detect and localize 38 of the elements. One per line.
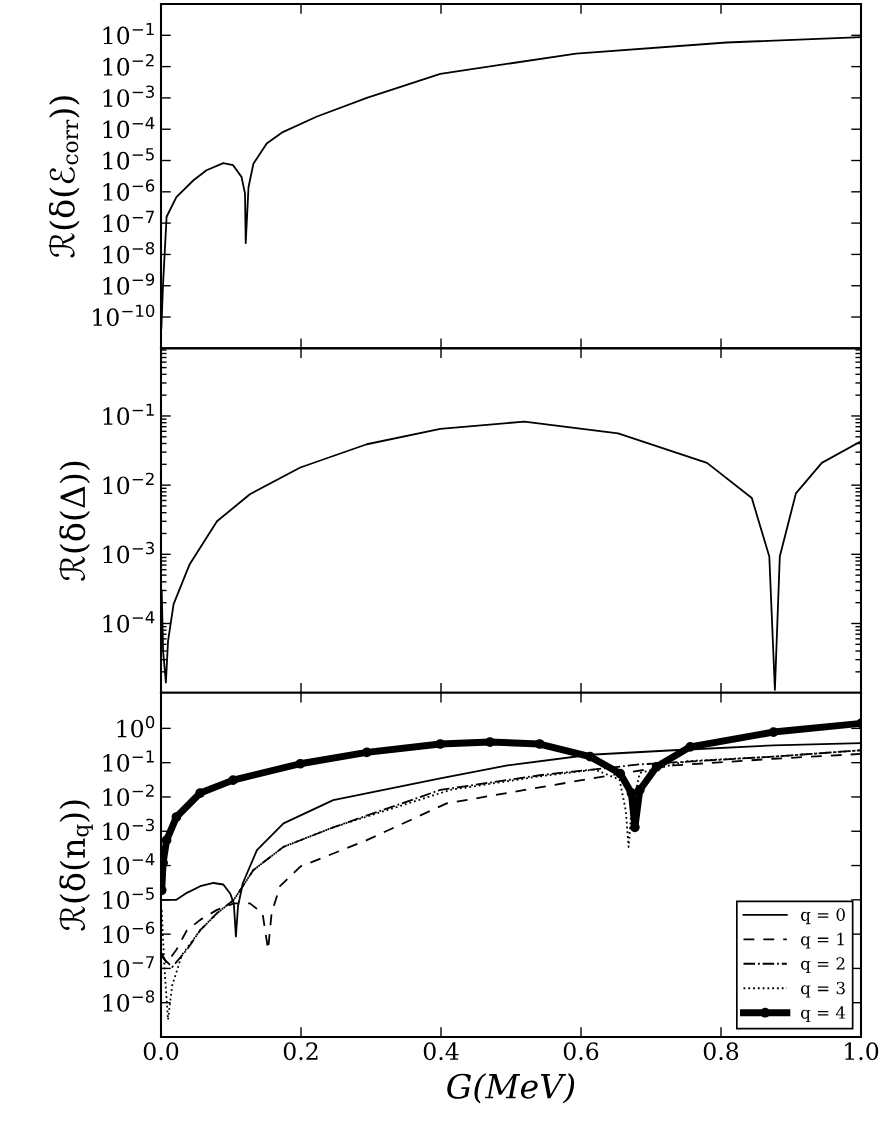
y-axis-title: ℛ(δ(Δ)): [59, 461, 91, 581]
x-tick-label: 0.0: [143, 1042, 179, 1061]
y-tick-label: 10$^{−9}$: [103, 273, 155, 295]
x-tick-label: 0.4: [423, 1042, 459, 1061]
y-tick-label: 10$^{−8}$: [103, 241, 155, 264]
y-tick-label: 10$^{−6}$: [103, 179, 155, 201]
y-tick-label: 10$^{−3}$: [103, 85, 154, 108]
y-tick-label: 10$^{−8}$: [103, 990, 155, 1012]
y-tick-label: 10$^{−5}$: [103, 148, 154, 170]
y-tick-label: 10$^{−3}$: [103, 818, 154, 841]
y-tick-label: 10$^{−5}$: [103, 887, 154, 909]
legend-label: q = 1: [801, 932, 844, 949]
y-tick-label: 10$^{−10}$: [93, 304, 155, 327]
legend-label: q = 0: [801, 908, 845, 925]
y-tick-label: 10$^{−2}$: [103, 472, 154, 495]
y-tick-label: 10$^{−2}$: [103, 54, 154, 76]
y-tick-label: 10$^{−1}$: [103, 750, 154, 772]
y-tick-label: 10$^{−4}$: [103, 116, 155, 139]
y-tick-label: 10$^{−1}$: [103, 23, 154, 45]
y-tick-label: 10$^{−7}$: [103, 210, 154, 233]
x-axis-title: G(MeV): [447, 1073, 575, 1104]
x-tick-label: 1.0: [845, 1042, 879, 1061]
y-tick-label: 10$^{−2}$: [103, 784, 154, 807]
y-tick-label: 10$^{−4}$: [103, 611, 155, 633]
y-tick-label: 10$^{−3}$: [103, 541, 154, 564]
legend-label: q = 4: [801, 1006, 846, 1022]
x-tick-label: 0.8: [703, 1042, 739, 1061]
x-tick-label: 0.6: [563, 1042, 599, 1061]
y-tick-label: 10$^{0}$: [117, 715, 155, 738]
legend-label: q = 3: [801, 981, 845, 998]
y-tick-label: 10$^{−6}$: [103, 921, 155, 944]
y-tick-label: 10$^{−1}$: [103, 403, 154, 426]
y-axis-title: ℛ(δ(nq)): [59, 800, 93, 931]
y-axis-title: ℛ(δ(ℰcorr)): [48, 96, 80, 258]
x-tick-label: 0.2: [283, 1042, 318, 1061]
legend-label: q = 2: [801, 957, 845, 974]
y-tick-label: 10$^{−7}$: [103, 956, 154, 978]
y-tick-label: 10$^{−4}$: [103, 853, 155, 875]
